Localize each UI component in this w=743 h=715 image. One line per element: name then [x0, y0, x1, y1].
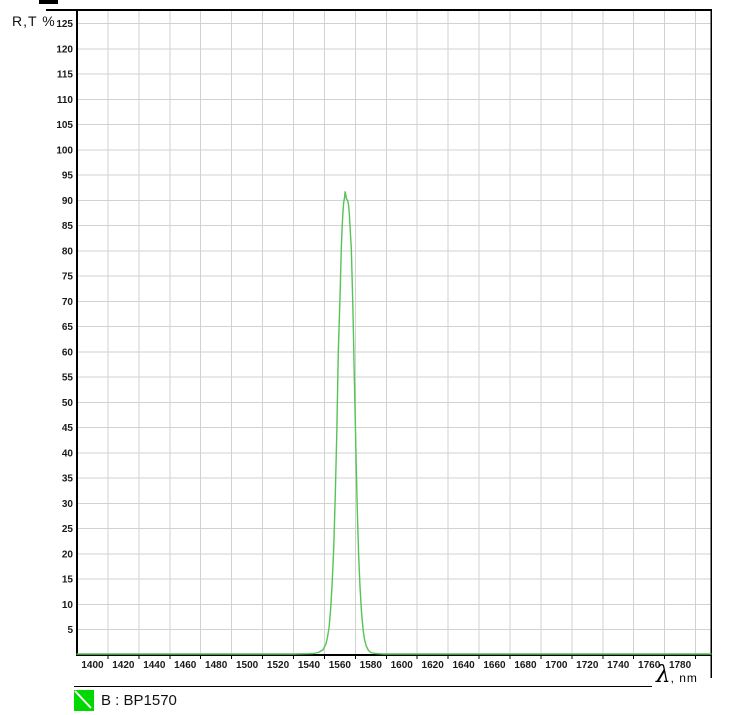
svg-text:1740: 1740 — [607, 660, 630, 671]
svg-text:1420: 1420 — [112, 660, 135, 671]
svg-text:95: 95 — [62, 171, 74, 182]
legend-item: B : BP1570 — [74, 690, 177, 711]
x-tick-marks — [107, 655, 697, 659]
svg-text:1700: 1700 — [545, 660, 568, 671]
series-curve — [76, 191, 712, 655]
y-axis-title: R,T % — [12, 13, 56, 29]
svg-text:120: 120 — [56, 44, 73, 55]
horizontal-gridlines — [78, 23, 711, 631]
svg-text:1600: 1600 — [391, 660, 414, 671]
svg-text:125: 125 — [56, 19, 73, 30]
svg-text:15: 15 — [62, 575, 74, 586]
svg-text:10: 10 — [62, 600, 74, 611]
svg-text:70: 70 — [62, 297, 74, 308]
svg-text:1480: 1480 — [205, 660, 228, 671]
svg-text:1560: 1560 — [329, 660, 352, 671]
svg-text:1780: 1780 — [669, 660, 692, 671]
svg-text:35: 35 — [62, 474, 74, 485]
svg-text:80: 80 — [62, 246, 74, 257]
x-axis-unit: , nm — [670, 671, 698, 685]
legend-series-label: B : BP1570 — [101, 692, 177, 709]
x-axis-underline — [74, 686, 652, 687]
svg-text:1620: 1620 — [422, 660, 445, 671]
svg-text:1520: 1520 — [267, 660, 290, 671]
svg-text:110: 110 — [57, 95, 74, 106]
svg-text:65: 65 — [62, 322, 74, 333]
svg-text:115: 115 — [57, 70, 74, 81]
lambda-symbol: λ — [656, 662, 671, 688]
plot-frame — [46, 9, 712, 678]
y-tick-labels: 5 10 15 20 25 30 35 40 45 50 55 60 65 70 75 80 85 90 95 100… — [56, 19, 73, 636]
svg-text:1500: 1500 — [236, 660, 259, 671]
svg-text:1660: 1660 — [483, 660, 506, 671]
svg-text:105: 105 — [56, 120, 73, 131]
svg-text:45: 45 — [62, 423, 74, 434]
svg-text:30: 30 — [62, 499, 74, 510]
x-tick-labels: 1400 1420 1440 1460 1480 1500 1520 1540 1560 1580… — [81, 660, 691, 671]
svg-text:1460: 1460 — [174, 660, 197, 671]
svg-text:55: 55 — [62, 373, 74, 384]
svg-text:50: 50 — [62, 398, 74, 409]
legend-swatch-icon — [74, 690, 94, 711]
svg-text:85: 85 — [62, 221, 74, 232]
svg-text:1720: 1720 — [576, 660, 599, 671]
x-axis-title: λ, nm — [656, 663, 698, 687]
svg-text:20: 20 — [62, 549, 74, 560]
svg-text:25: 25 — [62, 524, 74, 535]
svg-text:90: 90 — [62, 196, 74, 207]
vertical-gridlines — [107, 11, 697, 655]
svg-text:1680: 1680 — [514, 660, 537, 671]
svg-text:1580: 1580 — [360, 660, 383, 671]
svg-text:60: 60 — [62, 347, 74, 358]
svg-text:1640: 1640 — [452, 660, 475, 671]
svg-text:1440: 1440 — [143, 660, 166, 671]
svg-text:1760: 1760 — [638, 660, 661, 671]
svg-text:1400: 1400 — [81, 660, 104, 671]
svg-text:5: 5 — [67, 625, 73, 636]
svg-text:40: 40 — [62, 448, 74, 459]
svg-text:75: 75 — [62, 272, 74, 283]
svg-text:100: 100 — [56, 145, 73, 156]
window-edge-fragment — [39, 0, 58, 4]
svg-text:1540: 1540 — [298, 660, 321, 671]
